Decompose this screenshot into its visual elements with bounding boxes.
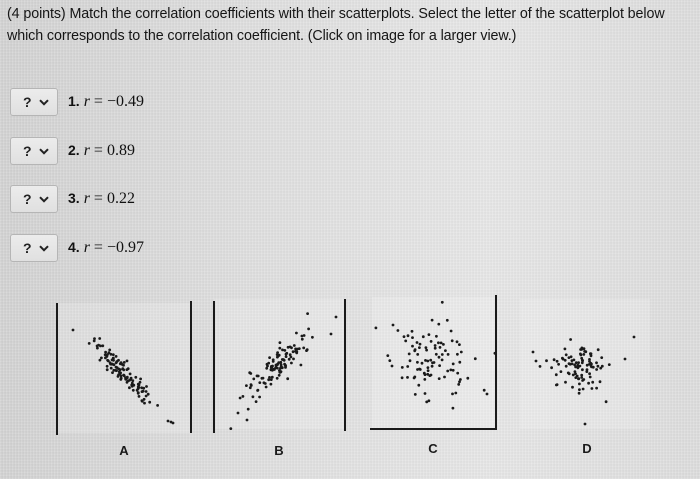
question-label: 1. r = −0.49	[68, 93, 144, 111]
question-label: 3. r = 0.22	[68, 190, 135, 208]
plot-b-left-border	[213, 301, 215, 433]
answer-dropdown-4[interactable]: ?	[10, 234, 58, 262]
question-row-3: ? 3. r = 0.22	[10, 184, 135, 214]
plot-label-d: D	[582, 441, 592, 456]
plot-b-right-border	[344, 299, 346, 431]
question-prompt: (4 points) Match the correlation coeffic…	[7, 6, 665, 44]
correlation-value: 0.89	[106, 142, 135, 159]
dropdown-value: ?	[23, 94, 32, 110]
chevron-down-icon	[39, 244, 49, 252]
plot-c-bottom-axis	[370, 428, 497, 430]
plot-label-b: B	[274, 443, 284, 458]
correlation-expression: r = 0.22	[83, 190, 135, 207]
plot-label-c: C	[428, 441, 438, 456]
scatterplots-image[interactable]: A B C D	[0, 295, 700, 479]
question-number: 4.	[68, 239, 80, 255]
dropdown-value: ?	[23, 143, 32, 159]
plot-c-right-axis	[495, 295, 497, 430]
correlation-expression: r = −0.97	[83, 239, 144, 256]
correlation-value: −0.97	[106, 239, 144, 256]
plot-a-right-border	[190, 301, 192, 433]
question-row-1: ? 1. r = −0.49	[10, 87, 144, 117]
dropdown-value: ?	[23, 240, 32, 256]
plot-a-left-border	[56, 303, 58, 435]
answer-dropdown-2[interactable]: ?	[10, 137, 58, 165]
question-number: 1.	[68, 93, 80, 109]
scatter-points	[71, 300, 636, 430]
plot-d-panel	[520, 299, 650, 429]
chevron-down-icon	[39, 98, 49, 106]
answer-dropdown-1[interactable]: ?	[10, 88, 58, 116]
question-label: 2. r = 0.89	[68, 142, 135, 160]
chevron-down-icon	[39, 147, 49, 155]
question-row-2: ? 2. r = 0.89	[10, 136, 135, 166]
question-number: 3.	[68, 190, 80, 206]
plot-label-a: A	[119, 443, 129, 458]
correlation-value: −0.49	[106, 93, 144, 110]
question-number: 2.	[68, 142, 80, 158]
chevron-down-icon	[39, 195, 49, 203]
question-label: 4. r = −0.97	[68, 239, 144, 257]
correlation-expression: r = 0.89	[83, 142, 135, 159]
correlation-value: 0.22	[106, 190, 135, 207]
correlation-expression: r = −0.49	[83, 93, 144, 110]
dropdown-value: ?	[23, 191, 32, 207]
question-row-4: ? 4. r = −0.97	[10, 233, 144, 263]
answer-dropdown-3[interactable]: ?	[10, 185, 58, 213]
